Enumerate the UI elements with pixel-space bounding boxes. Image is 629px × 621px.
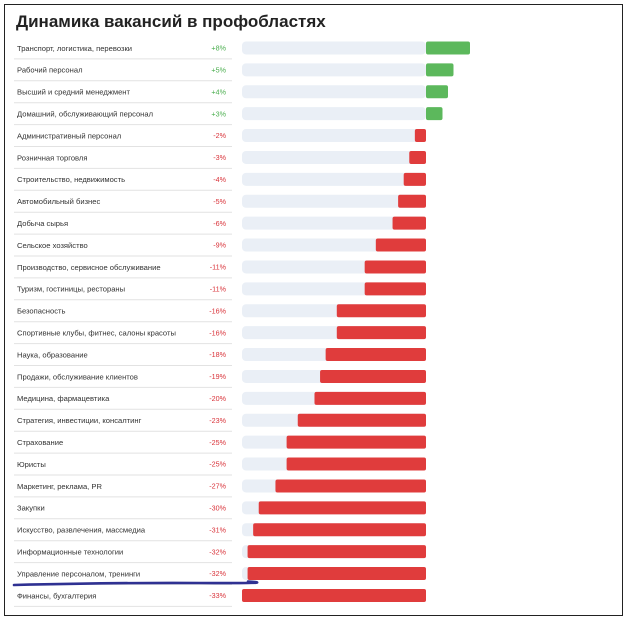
value-label: -30%: [209, 503, 226, 512]
value-label: -33%: [209, 591, 226, 600]
value-label: +4%: [211, 87, 226, 96]
bar-track: [242, 107, 426, 121]
bar: [320, 369, 426, 383]
bar: [426, 107, 443, 121]
value-label: +5%: [211, 65, 226, 74]
value-label: -4%: [213, 175, 226, 184]
category-label: Розничная торговля: [17, 153, 87, 162]
bar: [409, 150, 426, 164]
category-label: Транспорт, логистика, перевозки: [17, 44, 132, 53]
category-label: Спортивные клубы, фитнес, салоны красоты: [17, 328, 176, 337]
bar-track: [242, 129, 426, 143]
category-label: Наука, образование: [17, 350, 88, 359]
value-label: -18%: [209, 350, 226, 359]
bar-track: [242, 172, 426, 186]
value-label: -27%: [209, 482, 226, 491]
value-label: +8%: [211, 44, 226, 53]
value-label: -11%: [210, 263, 227, 272]
category-label: Информационные технологии: [17, 547, 123, 556]
value-label: -3%: [213, 153, 226, 162]
category-label: Туризм, гостиницы, рестораны: [17, 285, 125, 294]
bar: [336, 326, 426, 340]
value-label: -25%: [209, 438, 226, 447]
category-label: Медицина, фармацевтика: [17, 394, 110, 403]
bar: [398, 194, 426, 208]
bar: [275, 479, 426, 493]
bar-track: [242, 85, 426, 99]
bar-track: [242, 63, 426, 77]
value-label: +3%: [211, 109, 226, 118]
category-label: Юристы: [17, 460, 46, 469]
value-label: -32%: [209, 547, 226, 556]
bar: [325, 348, 426, 362]
category-label: Безопасность: [17, 307, 65, 316]
value-label: -32%: [209, 569, 226, 578]
value-label: -31%: [209, 525, 226, 534]
bar-track: [242, 41, 426, 55]
bar: [336, 304, 426, 318]
value-label: -16%: [209, 306, 226, 315]
category-label: Рабочий персонал: [17, 66, 83, 75]
category-label: Административный персонал: [17, 131, 121, 140]
chart-title: Динамика вакансий в профобластях: [16, 12, 326, 31]
bar: [286, 435, 426, 449]
category-label: Страхование: [17, 438, 63, 447]
bar-track: [242, 194, 426, 208]
value-label: -19%: [209, 372, 226, 381]
value-label: -16%: [209, 328, 226, 337]
bar: [247, 545, 426, 559]
bar: [403, 172, 426, 186]
bar: [426, 41, 470, 55]
category-label: Автомобильный бизнес: [17, 197, 100, 206]
value-label: -5%: [213, 197, 226, 206]
category-label: Домашний, обслуживающий персонал: [17, 109, 153, 118]
bar: [286, 457, 426, 471]
category-label: Продажи, обслуживание клиентов: [17, 372, 138, 381]
category-label: Стратегия, инвестиции, консалтинг: [17, 416, 142, 425]
bar: [314, 391, 426, 405]
annotation-underline: [12, 580, 259, 587]
value-label: -23%: [209, 416, 226, 425]
bar: [242, 588, 426, 602]
category-label: Добыча сырья: [17, 219, 68, 228]
value-label: -9%: [213, 241, 226, 250]
bar: [414, 129, 426, 143]
category-label: Закупки: [17, 504, 45, 513]
bar: [247, 567, 426, 581]
bar: [426, 85, 448, 99]
category-label: Управление персоналом, тренинги: [17, 569, 140, 578]
bar: [364, 282, 426, 296]
value-label: -2%: [213, 131, 226, 140]
category-label: Финансы, бухгалтерия: [17, 591, 96, 600]
category-label: Сельское хозяйство: [17, 241, 88, 250]
bar: [392, 216, 426, 230]
bar-track: [242, 150, 426, 164]
bar: [364, 260, 426, 274]
category-label: Высший и средний менеджмент: [17, 88, 130, 97]
value-label: -6%: [213, 219, 226, 228]
category-label: Строительство, недвижимость: [17, 175, 125, 184]
category-label: Производство, сервисное обслуживание: [17, 263, 161, 272]
bar: [426, 63, 454, 77]
category-label: Маркетинг, реклама, PR: [17, 482, 102, 491]
category-label: Искусство, развлечения, массмедиа: [17, 526, 146, 535]
bar: [375, 238, 426, 252]
chart-frame: [4, 4, 623, 616]
value-label: -25%: [209, 460, 226, 469]
bar-track: [242, 216, 426, 230]
bar: [253, 523, 426, 537]
bar: [297, 413, 426, 427]
value-label: -20%: [209, 394, 226, 403]
value-label: -11%: [210, 284, 227, 293]
bar: [258, 501, 426, 515]
